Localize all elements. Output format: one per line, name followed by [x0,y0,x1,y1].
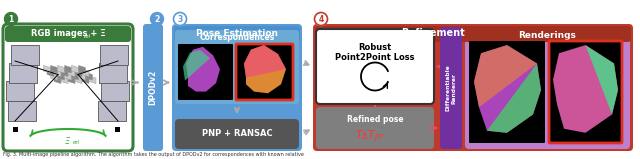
FancyBboxPatch shape [313,24,633,151]
Polygon shape [51,65,58,73]
Text: Fig. 3. Multi-image pipeline algorithm. The algorithm takes the output of DPODv2: Fig. 3. Multi-image pipeline algorithm. … [3,152,304,157]
Text: Robust: Robust [358,42,392,52]
Polygon shape [183,50,210,81]
Polygon shape [72,72,79,80]
Polygon shape [186,47,220,92]
Text: Differentiable
Renderer: Differentiable Renderer [445,65,457,111]
Text: RGB images + Ξ: RGB images + Ξ [31,30,106,38]
FancyBboxPatch shape [11,45,39,65]
Circle shape [4,13,17,25]
FancyBboxPatch shape [172,24,302,151]
Polygon shape [61,69,68,77]
Circle shape [314,13,328,25]
Polygon shape [79,65,86,73]
Text: Correspondences: Correspondences [200,34,275,42]
Text: 2: 2 [154,14,159,24]
Bar [115,127,120,132]
Polygon shape [61,76,68,84]
Polygon shape [65,72,72,80]
Polygon shape [54,69,61,77]
Text: rel: rel [84,34,91,38]
FancyBboxPatch shape [5,26,131,42]
Polygon shape [68,76,75,84]
Text: PNP + RANSAC: PNP + RANSAC [202,129,272,138]
FancyBboxPatch shape [8,101,36,121]
Polygon shape [244,45,286,78]
FancyBboxPatch shape [99,63,127,83]
FancyBboxPatch shape [175,119,299,149]
Polygon shape [586,45,618,114]
Circle shape [173,13,186,25]
Text: 3: 3 [177,14,182,24]
Polygon shape [79,72,86,80]
Circle shape [150,13,163,25]
Polygon shape [68,69,75,77]
Polygon shape [75,69,82,77]
Text: rel: rel [73,141,80,145]
Text: Refined pose: Refined pose [347,114,403,124]
Polygon shape [65,65,72,73]
FancyBboxPatch shape [174,26,300,42]
Text: 4: 4 [318,14,324,24]
Polygon shape [82,69,89,77]
FancyBboxPatch shape [316,107,434,149]
FancyBboxPatch shape [469,41,545,143]
FancyBboxPatch shape [98,101,126,121]
FancyBboxPatch shape [100,45,128,65]
Polygon shape [474,45,537,107]
Polygon shape [89,76,96,84]
Polygon shape [86,72,93,80]
FancyBboxPatch shape [316,29,434,104]
FancyBboxPatch shape [178,44,233,100]
Polygon shape [474,45,541,133]
Polygon shape [75,76,82,84]
FancyBboxPatch shape [549,41,622,143]
FancyBboxPatch shape [3,24,133,151]
Text: $T_\Delta T_{pr}$: $T_\Delta T_{pr}$ [355,129,385,145]
Text: Pose Estimation: Pose Estimation [196,28,278,38]
Polygon shape [82,76,89,84]
Polygon shape [51,72,58,80]
Polygon shape [58,65,65,73]
Text: Point2Point Loss: Point2Point Loss [335,52,415,62]
Polygon shape [244,45,286,93]
FancyBboxPatch shape [101,81,129,101]
Polygon shape [72,65,79,73]
Polygon shape [47,69,54,77]
FancyBboxPatch shape [465,27,630,149]
FancyBboxPatch shape [9,63,37,83]
Polygon shape [44,65,51,73]
FancyBboxPatch shape [315,26,631,42]
Text: Renderings: Renderings [518,31,577,41]
Polygon shape [54,76,61,84]
Text: 1: 1 [8,14,13,24]
FancyBboxPatch shape [440,27,462,149]
Polygon shape [58,72,65,80]
Polygon shape [487,63,541,133]
Text: Refinement: Refinement [401,28,465,38]
FancyBboxPatch shape [236,44,293,100]
Text: Ξ: Ξ [65,136,70,145]
Polygon shape [553,45,618,133]
FancyBboxPatch shape [175,30,299,104]
Text: DPODv2: DPODv2 [148,70,157,105]
Bar [13,127,18,132]
FancyBboxPatch shape [143,24,163,151]
FancyBboxPatch shape [6,81,34,101]
